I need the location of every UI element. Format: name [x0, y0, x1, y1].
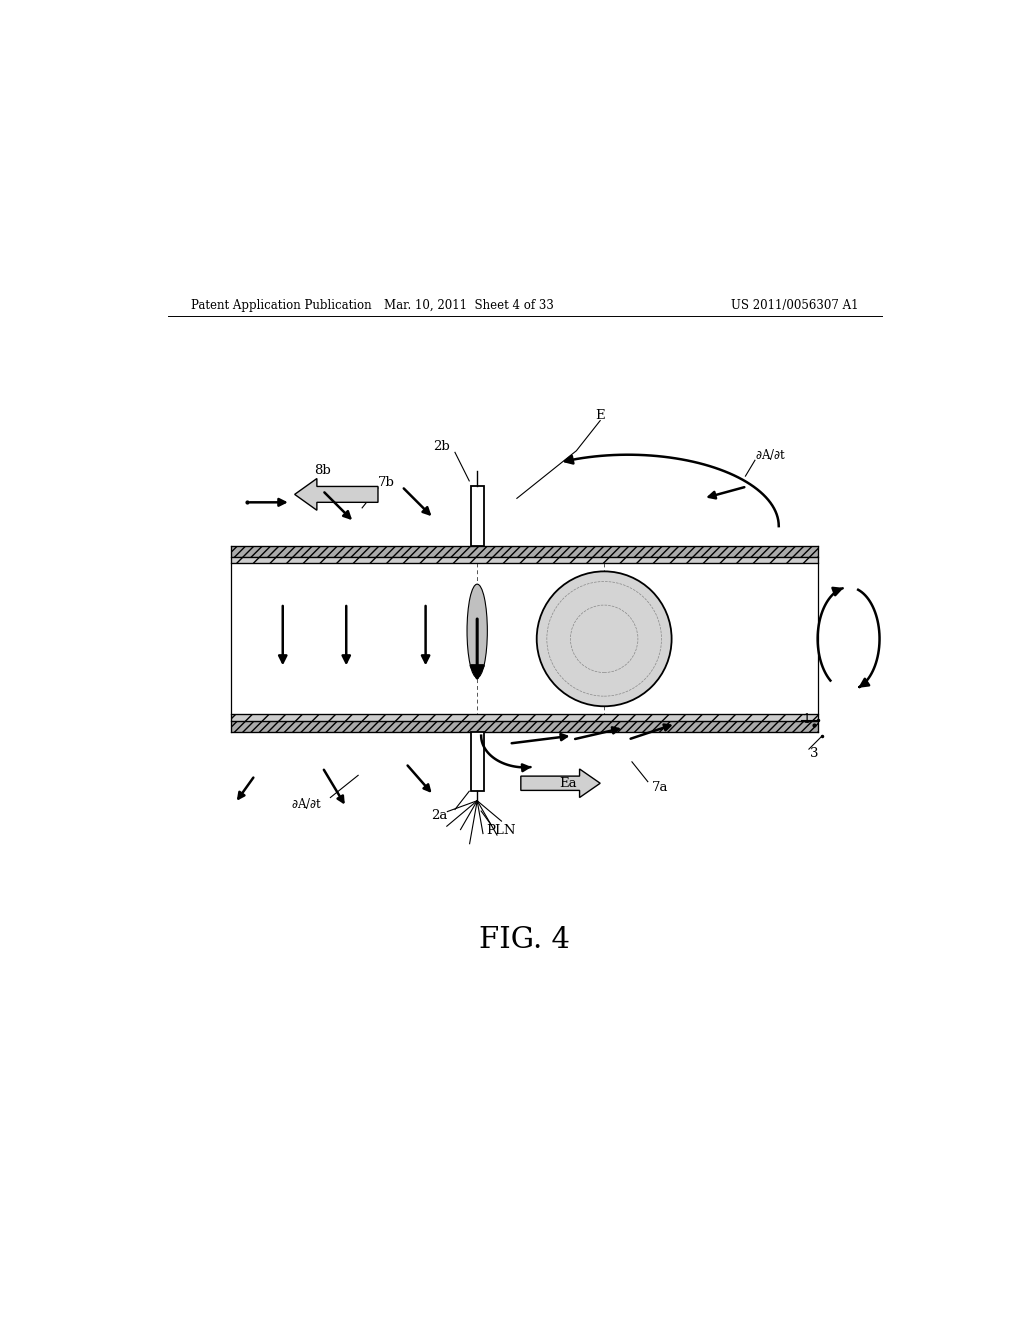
Text: Patent Application Publication: Patent Application Publication: [191, 300, 372, 312]
Bar: [231, 557, 818, 564]
Text: US 2011/0056307 A1: US 2011/0056307 A1: [730, 300, 858, 312]
Circle shape: [537, 572, 672, 706]
Text: FIG. 4: FIG. 4: [479, 927, 570, 954]
Bar: [471, 731, 483, 791]
Text: 2b: 2b: [433, 441, 450, 453]
Text: $\partial$A/$\partial$t: $\partial$A/$\partial$t: [291, 796, 323, 810]
Text: Ea: Ea: [560, 776, 578, 789]
Text: 1: 1: [803, 713, 811, 726]
Bar: [231, 721, 818, 731]
Bar: [231, 714, 818, 721]
Bar: [231, 557, 818, 564]
FancyArrow shape: [295, 479, 378, 511]
Bar: [231, 564, 818, 714]
Bar: [231, 546, 818, 557]
Text: Mar. 10, 2011  Sheet 4 of 33: Mar. 10, 2011 Sheet 4 of 33: [384, 300, 554, 312]
Bar: [471, 487, 483, 546]
Text: 2a: 2a: [431, 809, 447, 821]
FancyArrow shape: [521, 770, 600, 797]
Text: 7a: 7a: [651, 780, 668, 793]
Text: 3: 3: [810, 747, 819, 760]
Text: 8b: 8b: [314, 465, 331, 477]
Text: 7b: 7b: [378, 477, 394, 488]
Bar: [231, 714, 818, 721]
Text: $\partial$A/$\partial$t: $\partial$A/$\partial$t: [755, 447, 786, 462]
Ellipse shape: [467, 585, 487, 677]
Text: PLN: PLN: [486, 825, 516, 837]
Bar: [231, 721, 818, 731]
Bar: [231, 546, 818, 557]
Text: E: E: [595, 408, 605, 421]
